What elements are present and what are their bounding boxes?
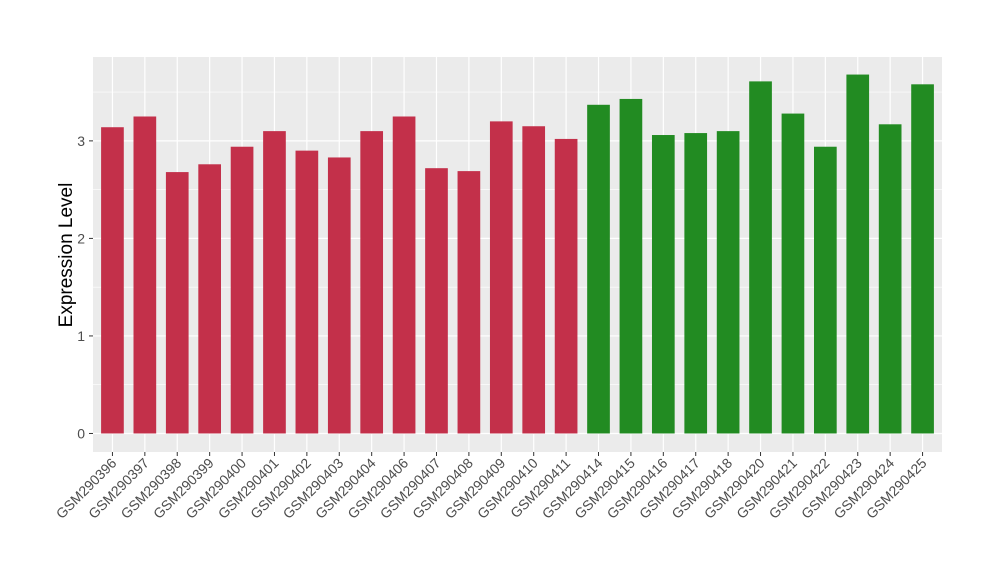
bar-GSM290409 — [489, 121, 513, 434]
bar-GSM290421 — [781, 113, 805, 434]
bar-GSM290414 — [587, 104, 610, 434]
bar-GSM290425 — [911, 84, 934, 434]
bar-GSM290399 — [198, 164, 221, 434]
bar-GSM290401 — [263, 131, 286, 434]
x-axis: GSM290396GSM290397GSM290398GSM290399GSM2… — [53, 452, 930, 522]
bar-GSM290396 — [101, 127, 124, 434]
bar-GSM290407 — [425, 168, 448, 434]
bar-GSM290422 — [814, 146, 837, 434]
bar-GSM290423 — [846, 74, 870, 434]
y-tick-label: 3 — [77, 133, 85, 149]
bar-GSM290397 — [133, 116, 157, 434]
bar-GSM290406 — [392, 116, 416, 434]
bar-GSM290410 — [522, 126, 546, 434]
y-tick-label: 0 — [77, 425, 85, 441]
bar-GSM290416 — [651, 135, 675, 434]
bar-GSM290417 — [684, 133, 708, 434]
bar-GSM290418 — [716, 131, 740, 434]
bar-GSM290420 — [749, 81, 772, 434]
bar-GSM290424 — [878, 124, 902, 434]
bar-GSM290403 — [327, 157, 351, 434]
bar-GSM290415 — [619, 98, 643, 434]
bar-GSM290408 — [457, 171, 481, 434]
y-tick-label: 1 — [77, 328, 85, 344]
bar-GSM290398 — [165, 172, 189, 434]
y-tick-label: 2 — [77, 230, 85, 246]
bar-GSM290411 — [554, 138, 578, 434]
y-axis-label: Expression Level — [56, 183, 77, 328]
bar-GSM290404 — [360, 131, 384, 434]
y-axis: 0 1 2 3 — [77, 133, 93, 441]
bar-GSM290402 — [295, 150, 319, 434]
bars — [101, 74, 934, 434]
bar-GSM290400 — [230, 146, 254, 434]
